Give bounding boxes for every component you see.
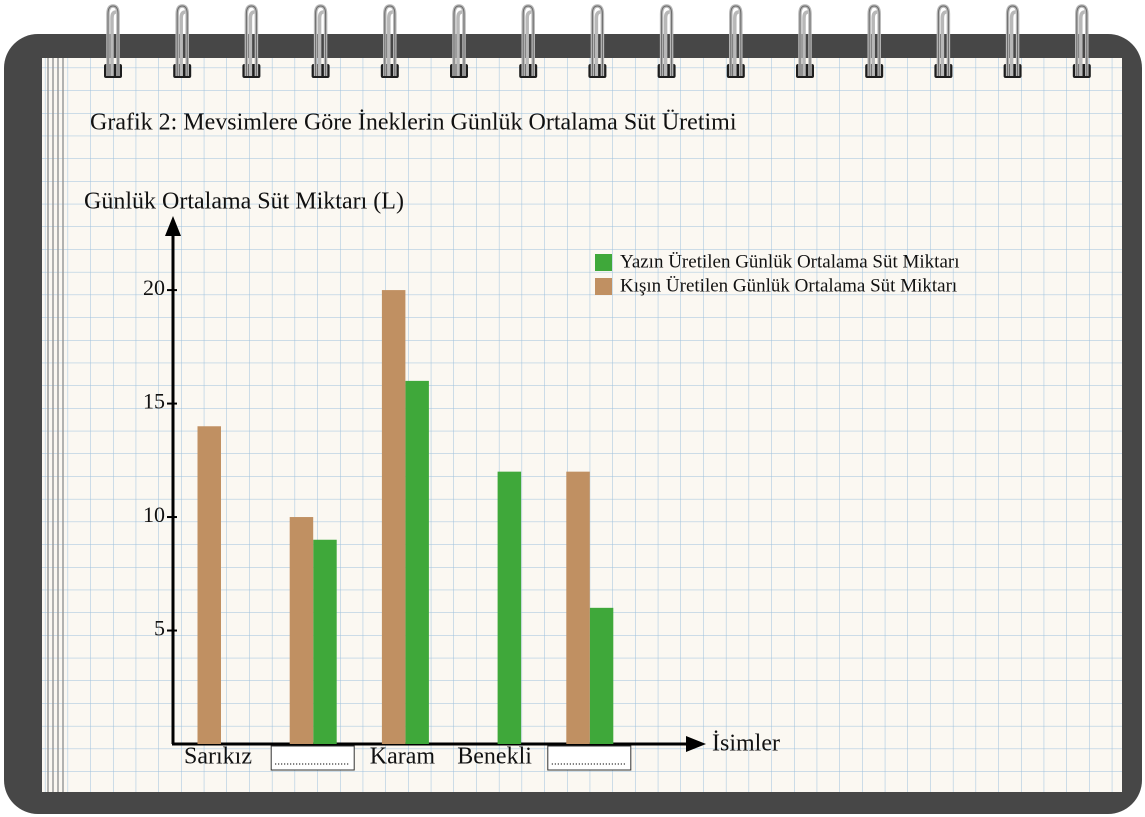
ring-wire: [938, 6, 948, 76]
ring-wire: [869, 6, 879, 76]
ring-wire: [523, 6, 533, 76]
ring-wire: [592, 6, 602, 76]
notebook-chart: Grafik 2: Mevsimlere Göre İneklerin Günl…: [0, 0, 1145, 817]
x-axis-label: İsimler: [712, 731, 780, 757]
x-tick-label: Karam: [370, 744, 436, 770]
ring-wire: [246, 6, 256, 76]
y-tick-label: 15: [143, 389, 165, 414]
ring-wire: [316, 6, 326, 76]
bar: [566, 472, 590, 744]
ring-wire: [108, 6, 118, 76]
bar: [382, 290, 406, 744]
y-tick-label: 10: [143, 502, 165, 527]
ring-wire: [454, 6, 464, 76]
legend-swatch: [595, 278, 612, 295]
ring-wire: [1008, 6, 1018, 76]
bar: [498, 472, 521, 744]
bar: [405, 381, 429, 744]
y-axis-label: Günlük Ortalama Süt Miktarı (L): [84, 189, 404, 215]
y-tick-label: 5: [154, 616, 165, 641]
blank-answer-box: [548, 746, 631, 770]
x-tick-label: Sarıkız: [184, 744, 252, 770]
bar: [590, 608, 614, 744]
legend-label: Yazın Üretilen Günlük Ortalama Süt Mikta…: [620, 251, 960, 272]
ring-wire: [662, 6, 672, 76]
x-tick-label: Benekli: [457, 744, 532, 770]
legend-label: Kışın Üretilen Günlük Ortalama Süt Mikta…: [620, 275, 957, 296]
legend-swatch: [595, 254, 612, 271]
ring-wire: [385, 6, 395, 76]
bar: [290, 517, 314, 744]
y-tick-label: 20: [143, 275, 165, 300]
ring-wire: [177, 6, 187, 76]
ring-wire: [800, 6, 810, 76]
ring-wire: [731, 6, 741, 76]
bar: [313, 540, 337, 744]
chart-title: Grafik 2: Mevsimlere Göre İneklerin Günl…: [90, 110, 737, 136]
blank-answer-box: [271, 746, 354, 770]
spiral-rings: [104, 6, 1091, 78]
bar: [198, 426, 222, 744]
ring-wire: [1077, 6, 1087, 76]
